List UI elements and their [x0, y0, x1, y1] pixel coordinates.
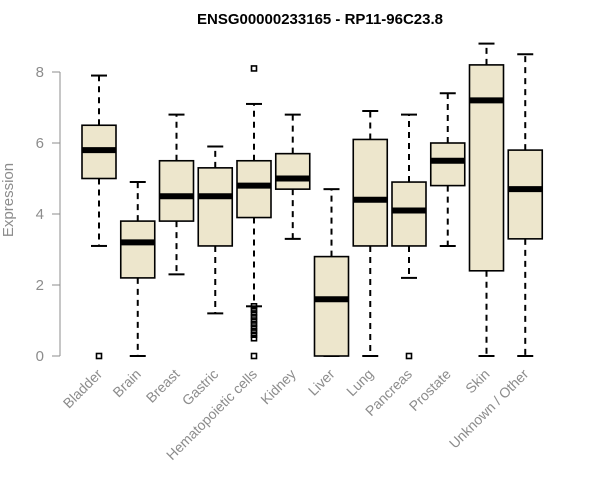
- iqr-box: [313, 255, 350, 357]
- iqr-box: [119, 220, 156, 279]
- outlier-point: [250, 306, 258, 314]
- outlier-point: [95, 352, 103, 360]
- box-gastric: [197, 145, 234, 315]
- iqr-box: [507, 149, 544, 240]
- outlier-point: [250, 317, 258, 324]
- y-tick-label: 6: [36, 135, 44, 152]
- iqr-box: [391, 181, 427, 247]
- box-kidney: [274, 113, 311, 240]
- x-tick-label: Brain: [109, 366, 143, 400]
- x-tick-label: Breast: [143, 366, 183, 406]
- iqr-box: [236, 159, 272, 219]
- x-tick-label: Kidney: [257, 366, 299, 408]
- iqr-box: [197, 167, 234, 247]
- y-tick-label: 4: [36, 206, 44, 223]
- iqr-box: [429, 142, 466, 187]
- box-pancreas: [391, 113, 427, 360]
- y-axis-ticks: 0 2 4 6 8: [36, 64, 60, 365]
- box-brain: [119, 181, 156, 357]
- x-tick-label: Skin: [462, 366, 493, 397]
- outlier-point: [405, 352, 413, 360]
- x-tick-label: Bladder: [60, 366, 106, 412]
- y-tick-label: 2: [36, 277, 44, 294]
- box-unknown-other: [507, 53, 544, 357]
- outlier-point: [250, 65, 258, 72]
- chart-title: ENSG00000233165 - RP11-96C23.8: [197, 11, 443, 28]
- box-bladder: [81, 74, 117, 360]
- outlier-point: [250, 331, 258, 339]
- outlier-point: [250, 320, 258, 328]
- x-tick-label: Lung: [343, 366, 376, 399]
- iqr-box: [352, 138, 389, 247]
- box-liver: [313, 188, 350, 357]
- iqr-box: [158, 159, 195, 222]
- iqr-box: [274, 152, 311, 190]
- x-tick-label: Prostate: [406, 366, 454, 414]
- y-axis-label: Expression: [0, 163, 17, 237]
- x-tick-label: Liver: [305, 366, 338, 399]
- outlier-point: [250, 310, 258, 317]
- outlier-point: [250, 352, 258, 360]
- outlier-point: [250, 313, 258, 321]
- outlier-point: [250, 334, 258, 342]
- box-hematopoietic-cells: [236, 65, 272, 360]
- outlier-point: [250, 327, 258, 335]
- outlier-point: [250, 302, 258, 310]
- box-skin: [468, 42, 505, 357]
- box-lung: [352, 110, 389, 357]
- outlier-point: [250, 324, 258, 331]
- box-prostate: [429, 92, 466, 247]
- iqr-box: [468, 64, 505, 272]
- box-breast: [158, 113, 195, 276]
- y-tick-label: 0: [36, 348, 44, 365]
- y-tick-label: 8: [36, 64, 44, 81]
- boxes-group: [81, 42, 544, 360]
